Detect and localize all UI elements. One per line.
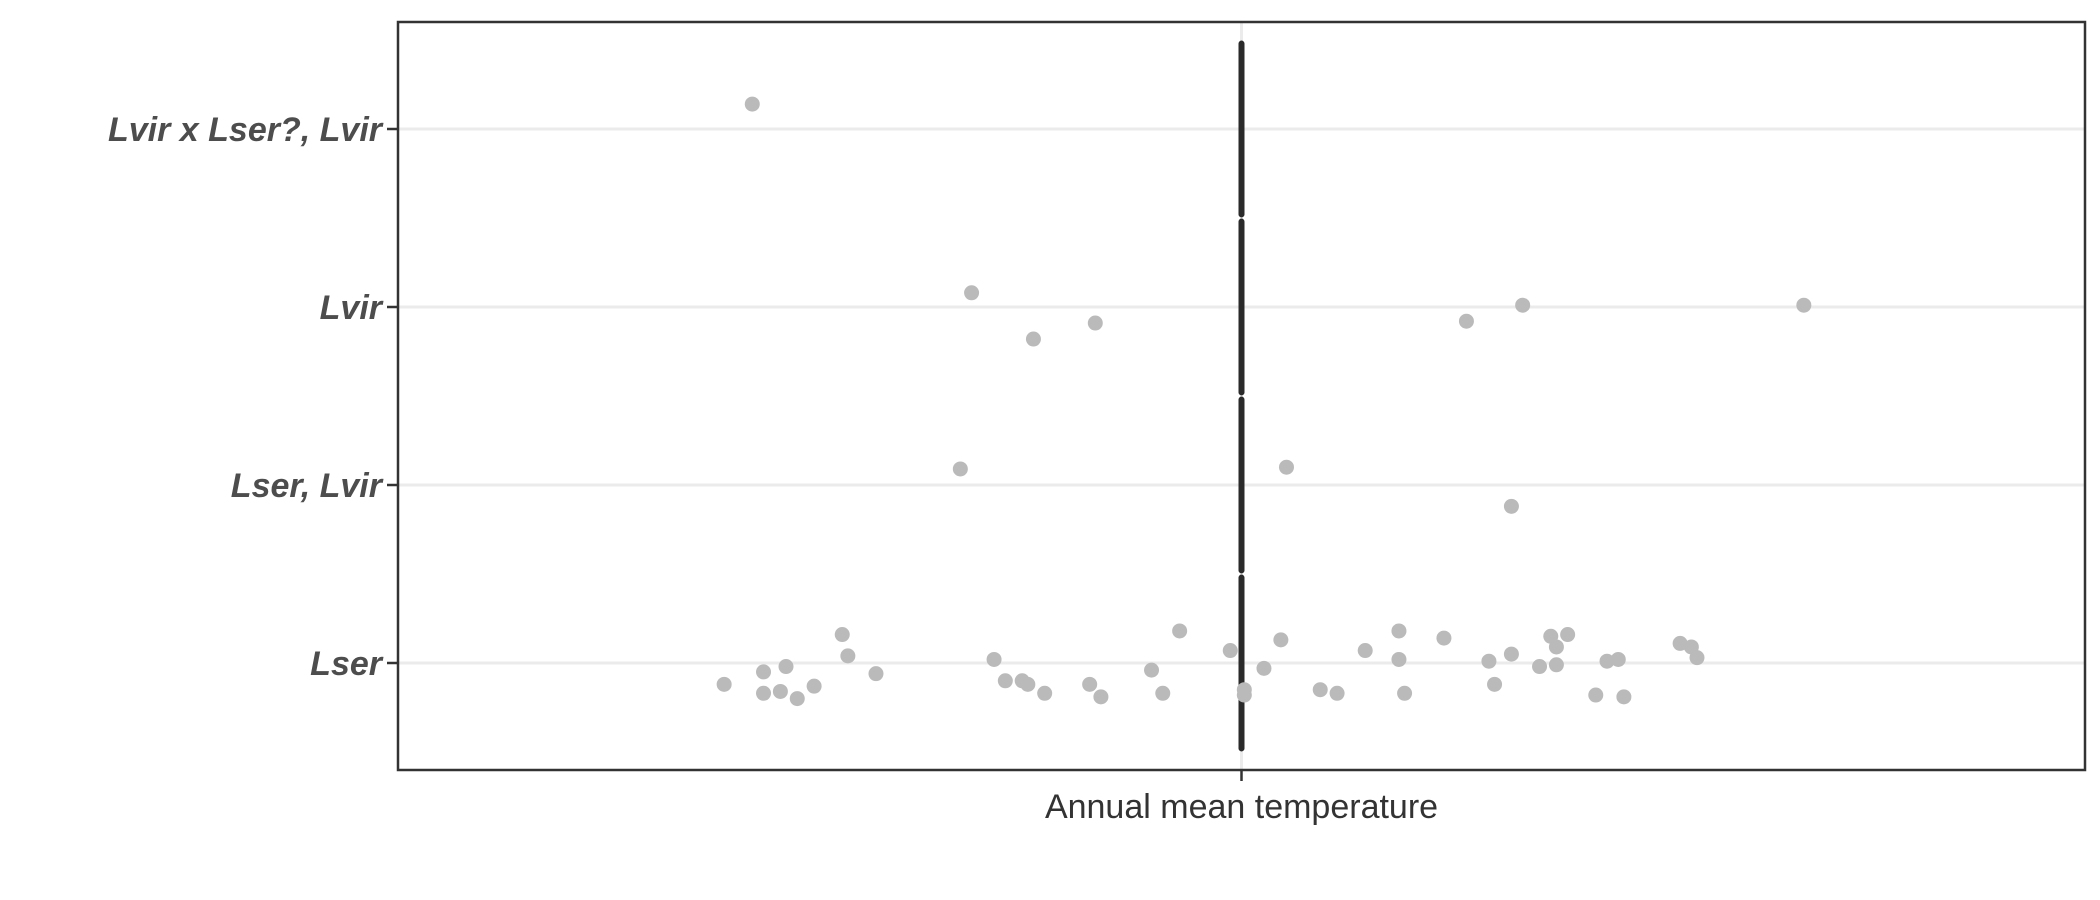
data-point bbox=[1222, 643, 1238, 659]
y-tick-label: Lvir bbox=[320, 289, 384, 327]
data-point bbox=[1588, 687, 1604, 703]
y-tick-label: Lser bbox=[310, 645, 384, 683]
data-point bbox=[1087, 315, 1103, 331]
data-point bbox=[1532, 659, 1548, 675]
data-point bbox=[986, 651, 1002, 667]
data-point bbox=[806, 678, 822, 694]
data-point bbox=[1616, 689, 1632, 705]
data-point bbox=[716, 676, 732, 692]
data-point bbox=[1391, 623, 1407, 639]
data-point bbox=[756, 664, 772, 680]
data-point bbox=[1155, 685, 1171, 701]
data-point bbox=[756, 685, 772, 701]
data-point bbox=[778, 659, 794, 675]
data-point bbox=[1172, 623, 1188, 639]
data-point bbox=[1357, 643, 1373, 659]
y-tick-label: Lvir x Lser?, Lvir bbox=[108, 111, 384, 149]
x-axis-label: Annual mean temperature bbox=[1045, 788, 1438, 826]
data-point bbox=[772, 683, 788, 699]
data-point bbox=[1515, 297, 1531, 313]
data-point bbox=[1144, 662, 1160, 678]
y-axis-ticks: Lser Lser, Lvir Lvir Lvir x Lser?, Lvir bbox=[108, 111, 398, 683]
data-point bbox=[1796, 297, 1812, 313]
data-point bbox=[1037, 685, 1053, 701]
data-point bbox=[1397, 685, 1413, 701]
data-points bbox=[716, 96, 1812, 707]
data-point bbox=[997, 673, 1013, 689]
data-point bbox=[1436, 630, 1452, 646]
data-point bbox=[834, 627, 850, 643]
data-point bbox=[1020, 676, 1036, 692]
data-point bbox=[1391, 651, 1407, 667]
data-point bbox=[1548, 657, 1564, 673]
data-point bbox=[1273, 632, 1289, 648]
data-point bbox=[1312, 682, 1328, 698]
y-tick-label: Lser, Lvir bbox=[231, 467, 384, 505]
data-point bbox=[1082, 676, 1098, 692]
data-point bbox=[1560, 627, 1576, 643]
data-point bbox=[1599, 653, 1615, 669]
data-point bbox=[1689, 650, 1705, 666]
data-point bbox=[1256, 660, 1272, 676]
data-point bbox=[952, 461, 968, 477]
data-point bbox=[1548, 639, 1564, 655]
data-point bbox=[1503, 646, 1519, 662]
data-point bbox=[1610, 651, 1626, 667]
data-point bbox=[1487, 676, 1503, 692]
data-point bbox=[1236, 687, 1252, 703]
data-point bbox=[1093, 689, 1109, 705]
data-point bbox=[868, 666, 884, 682]
data-point bbox=[789, 691, 805, 707]
data-point bbox=[964, 285, 980, 301]
data-point bbox=[1278, 459, 1294, 475]
data-point bbox=[840, 648, 856, 664]
data-point bbox=[1503, 498, 1519, 514]
data-point bbox=[1025, 331, 1041, 347]
data-point bbox=[1458, 313, 1474, 329]
data-point bbox=[744, 96, 760, 112]
data-point bbox=[1329, 685, 1345, 701]
data-point bbox=[1481, 653, 1497, 669]
